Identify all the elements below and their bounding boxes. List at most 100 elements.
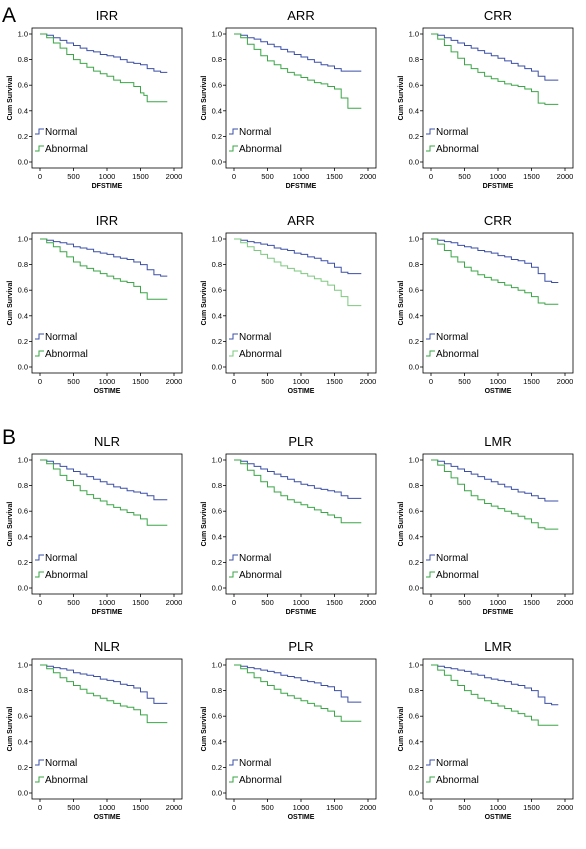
x-tick-label: 2000 [557, 377, 574, 386]
x-axis-label: DFSTIME [483, 609, 514, 616]
x-axis-label: OSTIME [485, 388, 512, 395]
chart-title: CRR [484, 213, 512, 228]
y-tick-label: 1.0 [409, 30, 419, 39]
y-tick-label: 0.0 [18, 584, 28, 593]
legend-label: Abnormal [45, 570, 88, 581]
x-tick-label: 500 [261, 598, 274, 607]
y-tick-label: 0.4 [212, 106, 222, 115]
y-tick-label: 0.6 [18, 81, 28, 90]
y-tick-label: 0.4 [212, 311, 222, 320]
legend-swatch [229, 350, 238, 357]
legend-item-normal: Normal [35, 127, 77, 138]
y-tick-label: 0.4 [409, 106, 419, 115]
x-tick-label: 2000 [166, 598, 183, 607]
y-tick-label: 0.8 [18, 481, 28, 490]
legend-swatch [426, 776, 435, 783]
x-tick-label: 500 [458, 803, 471, 812]
y-tick-label: 1.0 [18, 30, 28, 39]
y-tick-label: 0.2 [212, 558, 222, 567]
km-chart-6: CRR 0.0 0.2 0.4 0.6 0.8 1.0 0 500 1000 1500 2000 OST… [398, 213, 574, 395]
x-tick-label: 1500 [523, 803, 540, 812]
y-tick-label: 0.0 [212, 158, 222, 167]
km-chart-8: PLR 0.0 0.2 0.4 0.6 0.8 1.0 0 500 1000 1500 2000 DFS… [201, 434, 377, 616]
y-tick-label: 0.8 [212, 481, 222, 490]
x-tick-label: 2000 [166, 377, 183, 386]
legend-item-abnormal: Abnormal [35, 144, 88, 155]
series-line-normal [40, 33, 168, 73]
legend-label: Abnormal [436, 349, 479, 360]
legend-label: Normal [436, 758, 468, 769]
y-tick-label: 0.0 [18, 789, 28, 798]
legend-item-normal: Normal [426, 332, 468, 343]
y-tick-label: 0.4 [409, 532, 419, 541]
legend-item-abnormal: Abnormal [35, 349, 88, 360]
legend-label: Abnormal [45, 775, 88, 786]
y-tick-label: 0.0 [18, 363, 28, 372]
series-line-normal [40, 664, 168, 704]
series-line-abnormal [234, 459, 362, 524]
chart-title: LMR [484, 639, 511, 654]
legend-label: Abnormal [239, 349, 282, 360]
chart-title: IRR [96, 8, 118, 23]
y-tick-label: 0.0 [409, 789, 419, 798]
legend-item-normal: Normal [426, 758, 468, 769]
chart-title: PLR [288, 639, 313, 654]
y-tick-label: 1.0 [212, 30, 222, 39]
y-tick-label: 0.6 [212, 507, 222, 516]
y-tick-label: 0.6 [18, 712, 28, 721]
x-tick-label: 1000 [99, 377, 116, 386]
y-tick-label: 0.8 [212, 686, 222, 695]
x-tick-label: 1500 [326, 598, 343, 607]
y-axis-label: Cum Survival [398, 281, 405, 326]
y-tick-label: 0.2 [212, 132, 222, 141]
legend-swatch [426, 759, 435, 766]
legend-swatch [229, 128, 238, 135]
legend-swatch [229, 333, 238, 340]
legend-item-normal: Normal [229, 127, 271, 138]
legend-swatch [426, 350, 435, 357]
legend-swatch [229, 776, 238, 783]
series-line-abnormal [431, 459, 559, 530]
legend-item-abnormal: Abnormal [229, 144, 282, 155]
legend-label: Normal [436, 127, 468, 138]
legend-label: Normal [45, 553, 77, 564]
panel-letter-a: A [2, 4, 16, 27]
x-tick-label: 1000 [99, 172, 116, 181]
legend-swatch [229, 759, 238, 766]
y-tick-label: 0.8 [409, 481, 419, 490]
legend-label: Abnormal [239, 144, 282, 155]
x-tick-label: 500 [458, 598, 471, 607]
legend-item-normal: Normal [229, 553, 271, 564]
x-tick-label: 2000 [360, 598, 377, 607]
legend-label: Normal [239, 758, 271, 769]
x-tick-label: 2000 [166, 172, 183, 181]
series-line-normal [234, 33, 362, 72]
y-tick-label: 0.4 [212, 737, 222, 746]
y-tick-label: 1.0 [212, 235, 222, 244]
chart-grid: IRR 0.0 0.2 0.4 0.6 0.8 1.0 0 500 1000 1500 2000 DFS… [7, 8, 574, 821]
legend-label: Abnormal [45, 144, 88, 155]
x-tick-label: 0 [429, 598, 433, 607]
series-line-abnormal [431, 664, 559, 726]
km-chart-4: IRR 0.0 0.2 0.4 0.6 0.8 1.0 0 500 1000 1500 2000 OST… [7, 213, 183, 395]
legend-label: Normal [45, 758, 77, 769]
panel-letter-b: B [2, 426, 16, 449]
legend-swatch [426, 128, 435, 135]
legend-swatch [35, 776, 44, 783]
y-tick-label: 1.0 [18, 661, 28, 670]
y-tick-label: 0.4 [409, 737, 419, 746]
chart-title: NLR [94, 434, 120, 449]
y-tick-label: 1.0 [409, 235, 419, 244]
x-tick-label: 0 [429, 803, 433, 812]
series-line-normal [40, 459, 168, 501]
legend-item-abnormal: Abnormal [426, 144, 479, 155]
y-tick-label: 0.2 [409, 558, 419, 567]
series-line-normal [234, 238, 362, 275]
series-line-abnormal [234, 238, 362, 307]
y-tick-label: 0.4 [18, 532, 28, 541]
series-line-normal [431, 238, 559, 283]
legend-item-abnormal: Abnormal [229, 570, 282, 581]
x-axis-label: OSTIME [94, 814, 121, 821]
y-tick-label: 0.2 [212, 337, 222, 346]
legend-swatch [35, 145, 44, 152]
